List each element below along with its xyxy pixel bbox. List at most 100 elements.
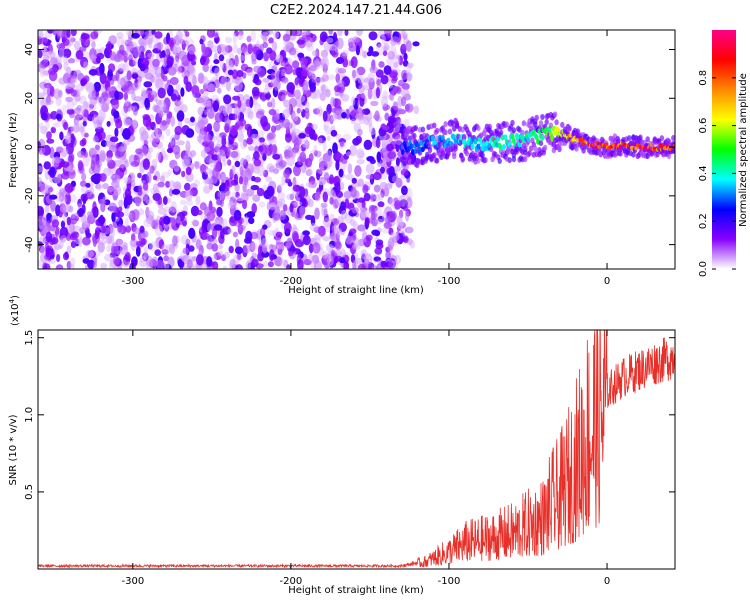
colorbar: 0.0 0.2 0.4 0.6 0.8 Normalized spectral ampl… <box>698 30 749 277</box>
spectrogram-cell <box>46 50 56 59</box>
spectrogram-cell <box>131 32 141 39</box>
spectrogram-cell <box>168 206 177 216</box>
spectrogram-cell <box>390 232 398 239</box>
spectrogram-cell <box>247 43 253 55</box>
spectrogram-cell <box>220 75 228 88</box>
spectrogram-cell <box>94 143 102 152</box>
spectrogram-cell <box>111 245 117 258</box>
spectrogram-cell <box>70 194 77 203</box>
spectrogram-cell <box>511 156 517 163</box>
spectrogram-cell <box>55 96 62 107</box>
spectrogram-cell <box>139 30 144 37</box>
spectrogram-cell <box>242 182 247 193</box>
spectrogram-cell <box>338 168 344 178</box>
spectrogram-cell <box>228 58 236 68</box>
spectrogram-cell <box>124 208 129 217</box>
spectrogram-cell <box>66 245 72 254</box>
spectrogram-cell <box>111 99 120 110</box>
spectrogram-cell <box>144 72 153 80</box>
spectrogram-cell <box>464 150 470 157</box>
spectrogram-cell <box>137 185 143 192</box>
spectrogram-cell <box>38 49 43 59</box>
spectrogram-cell <box>65 66 72 79</box>
spectrogram-cell <box>174 99 182 107</box>
spectrogram-cell <box>157 196 163 206</box>
spectrogram-cell <box>443 129 448 136</box>
spectrogram-cell <box>243 244 251 254</box>
spectrogram-cell <box>104 253 113 262</box>
spectrogram-cell <box>223 107 228 117</box>
spectrogram-cell <box>385 250 391 260</box>
spectrogram-cell <box>228 245 234 254</box>
spectrogram-cell <box>357 197 366 203</box>
spectrogram-cell <box>219 61 224 70</box>
spectrogram-cell <box>41 112 48 121</box>
spectrogram-cell <box>206 83 216 92</box>
spectrogram-cell <box>177 65 182 75</box>
spectrogram-cell <box>203 185 211 194</box>
spectrogram-cell <box>157 100 167 112</box>
spectrogram-cell <box>355 113 363 122</box>
spectrogram-cell <box>383 42 390 51</box>
spectrogram-cell <box>373 114 380 120</box>
spectrogram-cell <box>249 241 256 253</box>
spectrogram-cell <box>119 44 125 54</box>
spectrogram-cell <box>507 157 512 164</box>
spectrogram-cell <box>71 83 76 89</box>
spectrogram-cell <box>200 213 207 221</box>
spectrogram-cell <box>452 153 457 160</box>
spectrogram-cell <box>313 135 318 142</box>
spectrogram-cell <box>172 165 181 175</box>
spectrogram-cell <box>93 120 100 129</box>
spectrogram-cell <box>154 31 163 39</box>
spectrogram-cell <box>87 259 95 269</box>
spectrogram-cell <box>267 230 277 236</box>
spectrogram-cell <box>575 128 581 135</box>
spectrogram-cell <box>202 63 209 73</box>
spectrogram-cell <box>272 168 279 175</box>
spectrogram-cell <box>170 201 177 213</box>
spectrogram-cell <box>387 50 395 60</box>
spectrogram-cell <box>345 235 352 245</box>
spectrogram-cell <box>157 87 166 99</box>
spectrogram-cell <box>84 109 89 118</box>
spectrogram-cell <box>315 88 321 97</box>
spectrogram-cell <box>218 54 225 62</box>
spectrogram-cell <box>201 222 206 234</box>
spectrogram-cell <box>355 107 364 119</box>
spectrogram-cells <box>38 30 675 269</box>
spectrogram-cell <box>214 252 222 261</box>
spectrogram-cell <box>127 51 133 59</box>
spectrogram-cell <box>355 257 363 265</box>
snr-y-multiplier: (x104) <box>8 295 21 326</box>
spectrogram-cell <box>554 119 559 126</box>
spectrogram-cell <box>46 82 52 89</box>
spectrogram-cell <box>413 105 419 115</box>
spectrogram-cell <box>342 133 352 141</box>
spectrogram-cell <box>59 187 66 197</box>
spectrogram-cell <box>293 200 303 207</box>
spectrogram-cell <box>296 39 305 45</box>
spectrogram-cell <box>272 153 281 160</box>
spectrogram-cell <box>228 113 234 121</box>
spectrogram-cell <box>666 153 672 160</box>
spectrogram-cell <box>192 219 200 227</box>
spectrogram-cell <box>246 137 253 145</box>
spectrogram-cell <box>271 41 278 52</box>
spectrogram-cell <box>303 80 310 92</box>
spectrogram-cell <box>106 86 113 92</box>
spectrogram-cell <box>145 119 153 131</box>
spectrogram-cell <box>89 187 95 195</box>
spectrogram-cell <box>313 108 321 115</box>
spectrogram-cell <box>139 255 146 263</box>
spectrogram-cell <box>365 211 370 218</box>
spectrogram-cell <box>323 69 328 78</box>
spectrogram-cell <box>59 131 64 141</box>
spectrogram-cell <box>233 209 242 221</box>
spectrogram-cell <box>140 88 146 95</box>
spectrogram-cell <box>333 98 342 108</box>
spectrogram-cell <box>204 178 213 185</box>
spectrogram-cell <box>389 90 395 102</box>
spectrogram-cell <box>301 69 309 77</box>
spectrogram-cell <box>101 225 107 234</box>
